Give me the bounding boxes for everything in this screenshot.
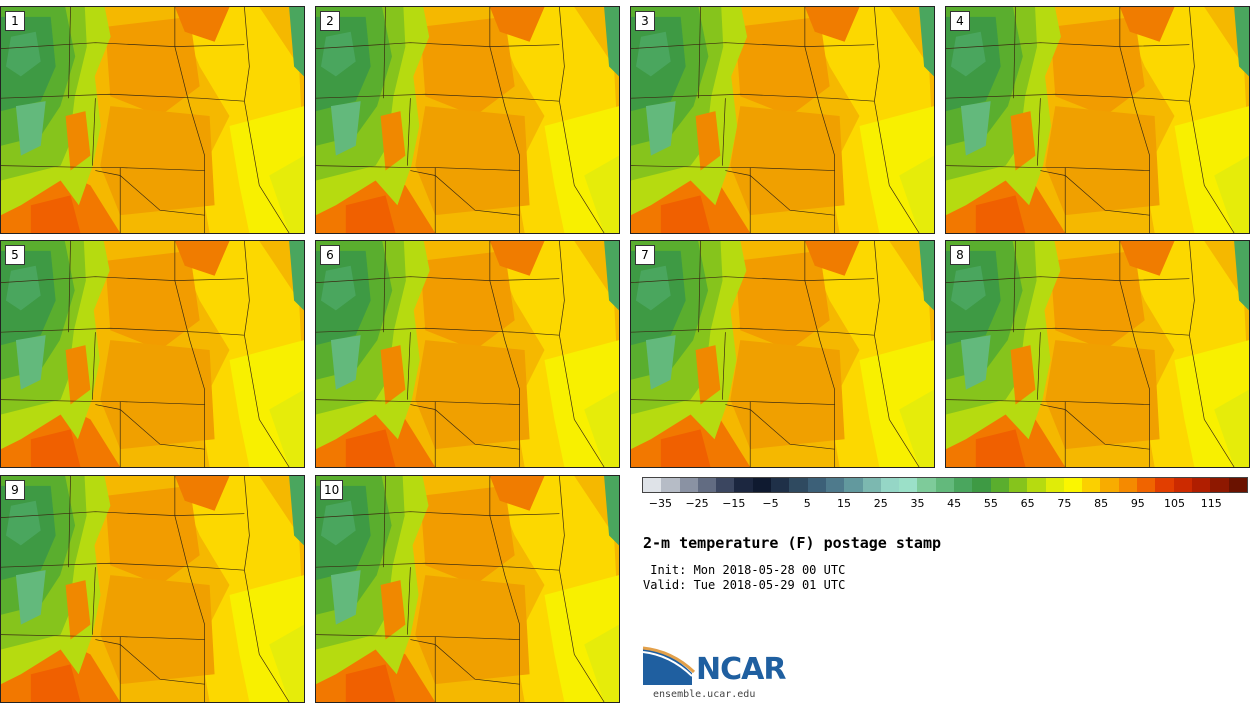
colorbar-segment-26: [1118, 478, 1138, 492]
colorbar-tick: 75: [1057, 497, 1072, 510]
colorbar-segment-2: [679, 478, 698, 492]
colorbar-segment-15: [917, 478, 936, 492]
colorbar-segment-16: [935, 478, 955, 492]
colorbar-segment-12: [862, 478, 881, 492]
colorbar-tick: 25: [873, 497, 888, 510]
colorbar-segment-20: [1008, 478, 1028, 492]
colorbar-segment-0: [643, 478, 662, 492]
colorbar-tick: −5: [762, 497, 779, 510]
colorbar-segment-21: [1027, 478, 1046, 492]
colorbar-segment-5: [734, 478, 753, 492]
colorbar-tick: −35: [648, 497, 672, 510]
colorbar-tick: −25: [685, 497, 709, 510]
member-map-8: 8: [945, 240, 1250, 468]
colorbar-segment-4: [716, 478, 735, 492]
colorbar-segment-14: [899, 478, 918, 492]
colorbar-segment-17: [954, 478, 973, 492]
member-map-9: 9: [0, 475, 305, 703]
ensemble-url[interactable]: ensemble.ucar.edu: [653, 689, 756, 700]
member-number-label: 4: [950, 11, 970, 31]
figure-title: 2-m temperature (F) postage stamp: [643, 534, 942, 552]
colorbar-tick-labels: −35 −25 −15 −5 5 15 25 35 45 55 65 75 85 95 105 115: [642, 497, 1248, 513]
member-number-label: 1: [5, 11, 25, 31]
colorbar-segment-22: [1045, 478, 1064, 492]
colorbar-tick: 105: [1164, 497, 1186, 510]
member-number-label: 2: [320, 11, 340, 31]
colorbar-segment-29: [1173, 478, 1192, 492]
colorbar-segment-19: [990, 478, 1009, 492]
ncar-logo: [642, 645, 792, 689]
colorbar-segment-24: [1082, 478, 1101, 492]
colorbar-segment-31: [1210, 478, 1229, 492]
colorbar-segment-3: [697, 478, 717, 492]
member-number-label: 6: [320, 245, 340, 265]
valid-time: Valid: Tue 2018-05-29 01 UTC: [643, 578, 846, 592]
member-map-6: 6: [315, 240, 620, 468]
member-number-label: 8: [950, 245, 970, 265]
colorbar-segment-7: [771, 478, 790, 492]
init-time: Init: Mon 2018-05-28 00 UTC: [643, 563, 846, 577]
colorbar-segment-25: [1100, 478, 1119, 492]
member-map-3: 3: [630, 6, 935, 234]
colorbar-segment-27: [1137, 478, 1156, 492]
member-map-1: 1: [0, 6, 305, 234]
member-number-label: 5: [5, 245, 25, 265]
colorbar-segment-30: [1191, 478, 1211, 492]
member-map-2: 2: [315, 6, 620, 234]
member-number-label: 9: [5, 480, 25, 500]
colorbar-segment-28: [1155, 478, 1174, 492]
member-map-7: 7: [630, 240, 935, 468]
colorbar-segment-11: [844, 478, 863, 492]
colorbar-segment-10: [825, 478, 845, 492]
colorbar-tick: 55: [983, 497, 998, 510]
member-number-label: 10: [320, 480, 344, 500]
colorbar-segment-32: [1228, 478, 1247, 492]
colorbar-segment-18: [972, 478, 991, 492]
colorbar-tick: −15: [722, 497, 746, 510]
colorbar-tick: 35: [910, 497, 925, 510]
colorbar-segment-23: [1063, 478, 1083, 492]
colorbar-segment-6: [752, 478, 772, 492]
temperature-colorbar: [642, 477, 1248, 493]
colorbar-segment-8: [789, 478, 808, 492]
colorbar-segment-9: [807, 478, 826, 492]
colorbar-tick: 15: [837, 497, 851, 510]
colorbar-tick: 45: [947, 497, 962, 510]
colorbar-tick: 85: [1094, 497, 1109, 510]
member-number-label: 7: [635, 245, 655, 265]
colorbar-tick: 65: [1020, 497, 1035, 510]
colorbar-tick: 95: [1130, 497, 1145, 510]
colorbar-segment-1: [661, 478, 680, 492]
member-number-label: 3: [635, 11, 655, 31]
ncar-logo-text: NCAR: [696, 652, 786, 687]
member-map-4: 4: [945, 6, 1250, 234]
colorbar-segment-13: [880, 478, 900, 492]
member-map-5: 5: [0, 240, 305, 468]
colorbar-tick: 115: [1200, 497, 1222, 510]
member-map-10: 10: [315, 475, 620, 703]
colorbar-tick: 5: [803, 497, 811, 510]
